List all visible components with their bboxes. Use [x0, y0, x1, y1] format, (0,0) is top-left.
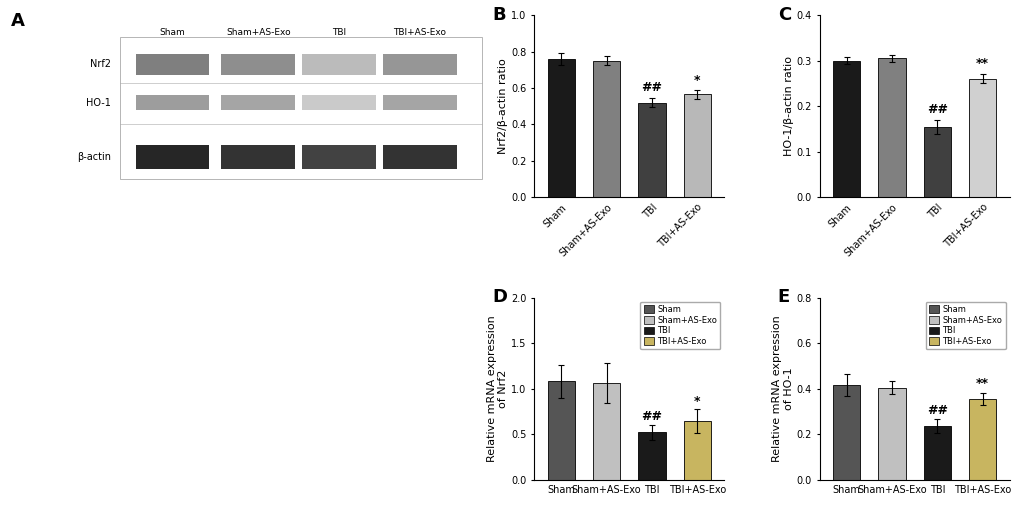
- Text: ##: ##: [641, 81, 661, 94]
- Bar: [302, 95, 376, 110]
- Text: ##: ##: [641, 410, 661, 423]
- Text: A: A: [11, 12, 24, 29]
- Text: Sham+AS-Exo: Sham+AS-Exo: [225, 28, 290, 37]
- Text: TBI+AS-Exo: TBI+AS-Exo: [393, 28, 446, 37]
- Bar: [877, 59, 905, 197]
- Bar: [383, 145, 457, 169]
- Bar: [877, 387, 905, 480]
- Y-axis label: Nrf2/β-actin ratio: Nrf2/β-actin ratio: [498, 59, 507, 154]
- Bar: [592, 383, 620, 480]
- Text: B: B: [492, 6, 505, 24]
- Text: TBI: TBI: [332, 28, 345, 37]
- Bar: [923, 426, 950, 480]
- Bar: [136, 54, 209, 75]
- Bar: [683, 421, 710, 480]
- Bar: [383, 95, 457, 110]
- Text: **: **: [975, 377, 988, 390]
- Text: HO-1: HO-1: [86, 97, 111, 108]
- Bar: [120, 37, 481, 179]
- Text: ##: ##: [926, 404, 947, 417]
- Bar: [833, 61, 859, 197]
- Bar: [302, 54, 376, 75]
- Bar: [221, 145, 294, 169]
- Bar: [221, 54, 294, 75]
- Text: *: *: [693, 74, 700, 87]
- Bar: [833, 385, 859, 480]
- Bar: [221, 95, 294, 110]
- Bar: [683, 94, 710, 197]
- Text: D: D: [492, 288, 506, 307]
- Text: Nrf2: Nrf2: [90, 60, 111, 69]
- Text: β-actin: β-actin: [76, 153, 111, 162]
- Y-axis label: Relative mRNA expression
of Nrf2: Relative mRNA expression of Nrf2: [486, 315, 507, 462]
- Text: Sham: Sham: [160, 28, 185, 37]
- Bar: [136, 95, 209, 110]
- Y-axis label: Relative mRNA expression
of HO-1: Relative mRNA expression of HO-1: [771, 315, 793, 462]
- Text: C: C: [776, 6, 790, 24]
- Bar: [968, 399, 996, 480]
- Bar: [638, 103, 664, 197]
- Bar: [547, 59, 575, 197]
- Bar: [638, 432, 664, 480]
- Bar: [547, 381, 575, 480]
- Y-axis label: HO-1/β-actin ratio: HO-1/β-actin ratio: [783, 56, 793, 156]
- Bar: [383, 54, 457, 75]
- Text: *: *: [693, 395, 700, 408]
- Legend: Sham, Sham+AS-Exo, TBI, TBI+AS-Exo: Sham, Sham+AS-Exo, TBI, TBI+AS-Exo: [925, 301, 1005, 349]
- Bar: [136, 145, 209, 169]
- Text: E: E: [776, 288, 789, 307]
- Text: **: **: [975, 57, 988, 70]
- Bar: [592, 61, 620, 197]
- Legend: Sham, Sham+AS-Exo, TBI, TBI+AS-Exo: Sham, Sham+AS-Exo, TBI, TBI+AS-Exo: [640, 301, 719, 349]
- Bar: [968, 79, 996, 197]
- Bar: [302, 145, 376, 169]
- Bar: [923, 127, 950, 197]
- Text: ##: ##: [926, 103, 947, 116]
